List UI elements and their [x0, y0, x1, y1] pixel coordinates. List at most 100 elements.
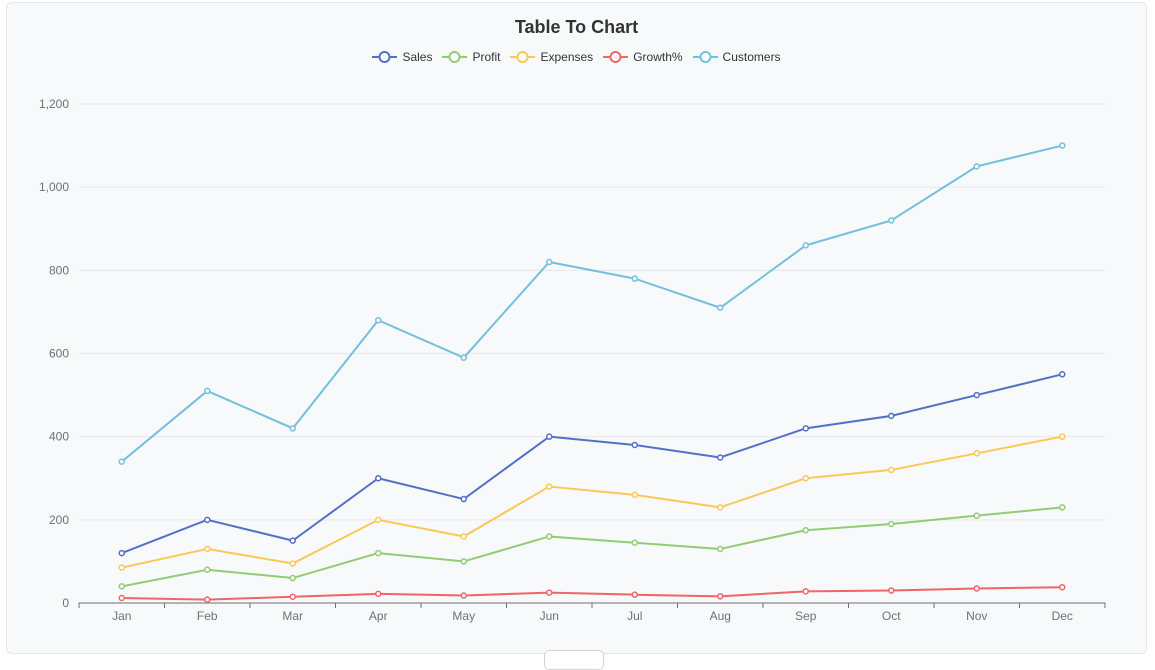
data-point [204, 596, 211, 603]
data-point [888, 217, 895, 224]
x-tick-label: Dec [1052, 609, 1073, 623]
legend-label: Sales [402, 50, 433, 64]
data-point [289, 574, 296, 582]
series-sales [118, 371, 1066, 557]
series-line [121, 144, 1063, 463]
x-tick-label: Feb [197, 609, 218, 623]
series-expenses [118, 433, 1066, 571]
legend-swatch-icon [442, 51, 468, 63]
data-point [118, 564, 125, 571]
data-point [631, 491, 638, 499]
data-point [118, 549, 125, 557]
data-point [973, 585, 980, 592]
data-point [717, 545, 724, 553]
data-point [204, 545, 211, 553]
legend-item[interactable]: Customers [692, 50, 781, 64]
x-tick-label: Oct [882, 609, 901, 623]
data-point [888, 466, 895, 474]
x-tick-label: Nov [966, 609, 987, 623]
data-point [1059, 371, 1066, 378]
y-tick-label: 600 [49, 347, 69, 361]
legend-item[interactable]: Profit [442, 50, 500, 64]
data-point [204, 566, 211, 573]
data-point [460, 354, 467, 361]
data-point [289, 425, 296, 432]
data-point [802, 475, 809, 482]
data-point [546, 258, 553, 266]
series-line [121, 373, 1063, 555]
data-point [375, 549, 382, 557]
legend-swatch-icon [603, 51, 629, 63]
data-point [888, 587, 895, 594]
data-point [717, 304, 724, 312]
chart-title: Table To Chart [514, 17, 639, 37]
data-point [717, 454, 724, 461]
x-tick-label: Sep [795, 609, 817, 623]
x-tick-label: Jun [540, 609, 559, 623]
x-tick-label: Jul [627, 609, 642, 623]
data-point [802, 425, 809, 432]
legend-swatch-icon [510, 51, 536, 63]
legend-label: Growth% [633, 50, 683, 64]
data-point [375, 316, 382, 324]
data-point [888, 412, 895, 420]
data-point [973, 163, 980, 170]
data-point [118, 594, 125, 602]
data-point [631, 441, 638, 449]
series-line [121, 506, 1063, 588]
legend-label: Expenses [540, 50, 594, 64]
y-tick-label: 1,200 [39, 97, 69, 111]
data-point [460, 558, 467, 565]
x-tick-label: Jan [112, 609, 131, 623]
data-point [973, 450, 980, 457]
data-point [546, 483, 553, 490]
data-point [289, 537, 296, 544]
data-point [631, 275, 638, 282]
legend-label: Customers [722, 50, 781, 64]
x-tick-label: May [452, 609, 475, 623]
data-point [375, 590, 382, 598]
data-point [289, 593, 296, 601]
chart-legend: Sales Profit Expenses Growth% Customers [7, 50, 1146, 64]
data-point [802, 526, 809, 534]
data-point [888, 520, 895, 528]
legend-item[interactable]: Expenses [510, 50, 593, 64]
data-point [204, 387, 211, 395]
y-tick-label: 1,000 [39, 180, 69, 194]
legend-item[interactable]: Growth% [603, 50, 683, 64]
data-point [118, 583, 125, 590]
legend-swatch-icon [692, 51, 718, 63]
x-tick-label: Aug [710, 609, 731, 623]
series-customers [118, 142, 1066, 465]
data-point [460, 533, 467, 540]
data-point [1059, 504, 1066, 511]
data-point [289, 560, 296, 567]
y-tick-label: 400 [49, 430, 69, 444]
data-point [802, 588, 809, 595]
data-point [802, 242, 809, 249]
legend-swatch-icon [372, 51, 398, 63]
data-point [460, 495, 467, 503]
data-point [1059, 433, 1066, 440]
data-point [1059, 142, 1066, 149]
legend-item[interactable]: Sales [372, 50, 432, 64]
data-point [375, 475, 382, 482]
bottom-toggle-tab[interactable] [544, 650, 604, 670]
data-point [460, 592, 467, 599]
data-point [546, 433, 553, 440]
data-point [118, 458, 125, 465]
series-growth- [118, 583, 1066, 603]
data-point [1059, 583, 1066, 591]
data-point [546, 589, 553, 596]
data-point [631, 539, 638, 546]
y-tick-label: 0 [62, 596, 69, 610]
y-tick-label: 200 [49, 513, 69, 527]
legend-label: Profit [472, 50, 501, 64]
x-tick-label: Mar [282, 609, 303, 623]
data-point [375, 516, 382, 524]
series-line [121, 435, 1063, 569]
series-profit [118, 504, 1066, 590]
chart-card: Table To Chart Sales Profit Expenses Growth… [6, 2, 1147, 654]
data-point [717, 504, 724, 511]
